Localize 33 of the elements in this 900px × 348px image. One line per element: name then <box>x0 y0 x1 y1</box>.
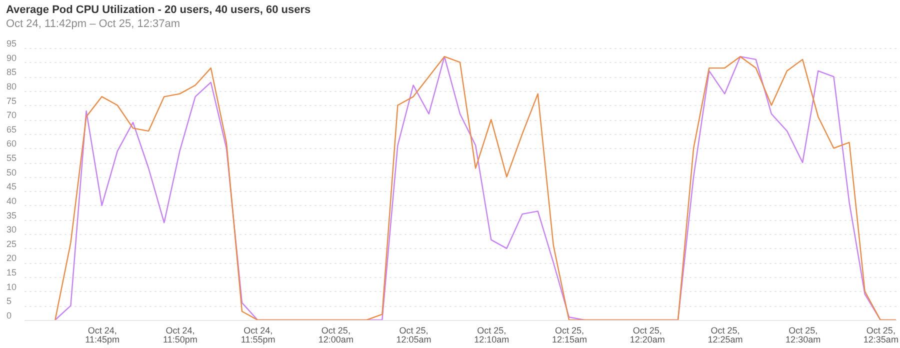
y-tick-label: 85 <box>6 67 17 78</box>
x-tick-label: Oct 25, 12:25am <box>708 326 743 344</box>
x-tick-label: Oct 25, 12:30am <box>786 326 821 344</box>
y-tick-label: 80 <box>6 81 17 92</box>
y-tick-label: 65 <box>6 124 17 134</box>
x-tick-label: Oct 25, 12:15am <box>552 326 588 344</box>
y-tick-label: 25 <box>6 238 17 249</box>
y-tick-label: 10 <box>6 282 17 292</box>
y-tick-label: 95 <box>6 38 17 48</box>
y-tick-label: 15 <box>6 268 17 278</box>
x-tick-label: Oct 25, 12:10am <box>474 326 510 344</box>
y-tick-label: 45 <box>6 182 17 192</box>
y-tick-label: 75 <box>6 96 17 106</box>
y-tick-label: 20 <box>6 253 17 264</box>
x-tick-label: Oct 25, 12:20am <box>630 326 665 344</box>
chart-title: Average Pod CPU Utilization - 20 users, 40 users, 60 users <box>6 4 311 16</box>
y-tick-label: 55 <box>6 153 17 164</box>
y-tick-label: 35 <box>6 210 17 220</box>
y-tick-label: 60 <box>6 138 17 149</box>
y-tick-label: 90 <box>6 52 17 63</box>
x-tick-label: Oct 24, 11:45pm <box>85 326 120 344</box>
x-tick-label: Oct 24, 11:55pm <box>240 326 276 344</box>
y-tick-label: 0 <box>6 310 12 320</box>
y-tick-label: 30 <box>6 224 17 235</box>
y-tick-label: 70 <box>6 110 17 120</box>
y-tick-label: 5 <box>6 296 12 306</box>
x-tick-label: Oct 24, 11:50pm <box>163 326 198 344</box>
y-tick-label: 40 <box>6 196 17 206</box>
x-tick-label: Oct 25, 12:00am <box>318 326 354 344</box>
chart-subtitle: Oct 24, 11:42pm – Oct 25, 12:37am <box>6 18 180 30</box>
y-tick-label: 50 <box>6 167 17 178</box>
x-tick-label: Oct 25, 12:05am <box>396 326 432 344</box>
x-tick-label: Oct 25, 12:35am <box>863 326 898 344</box>
